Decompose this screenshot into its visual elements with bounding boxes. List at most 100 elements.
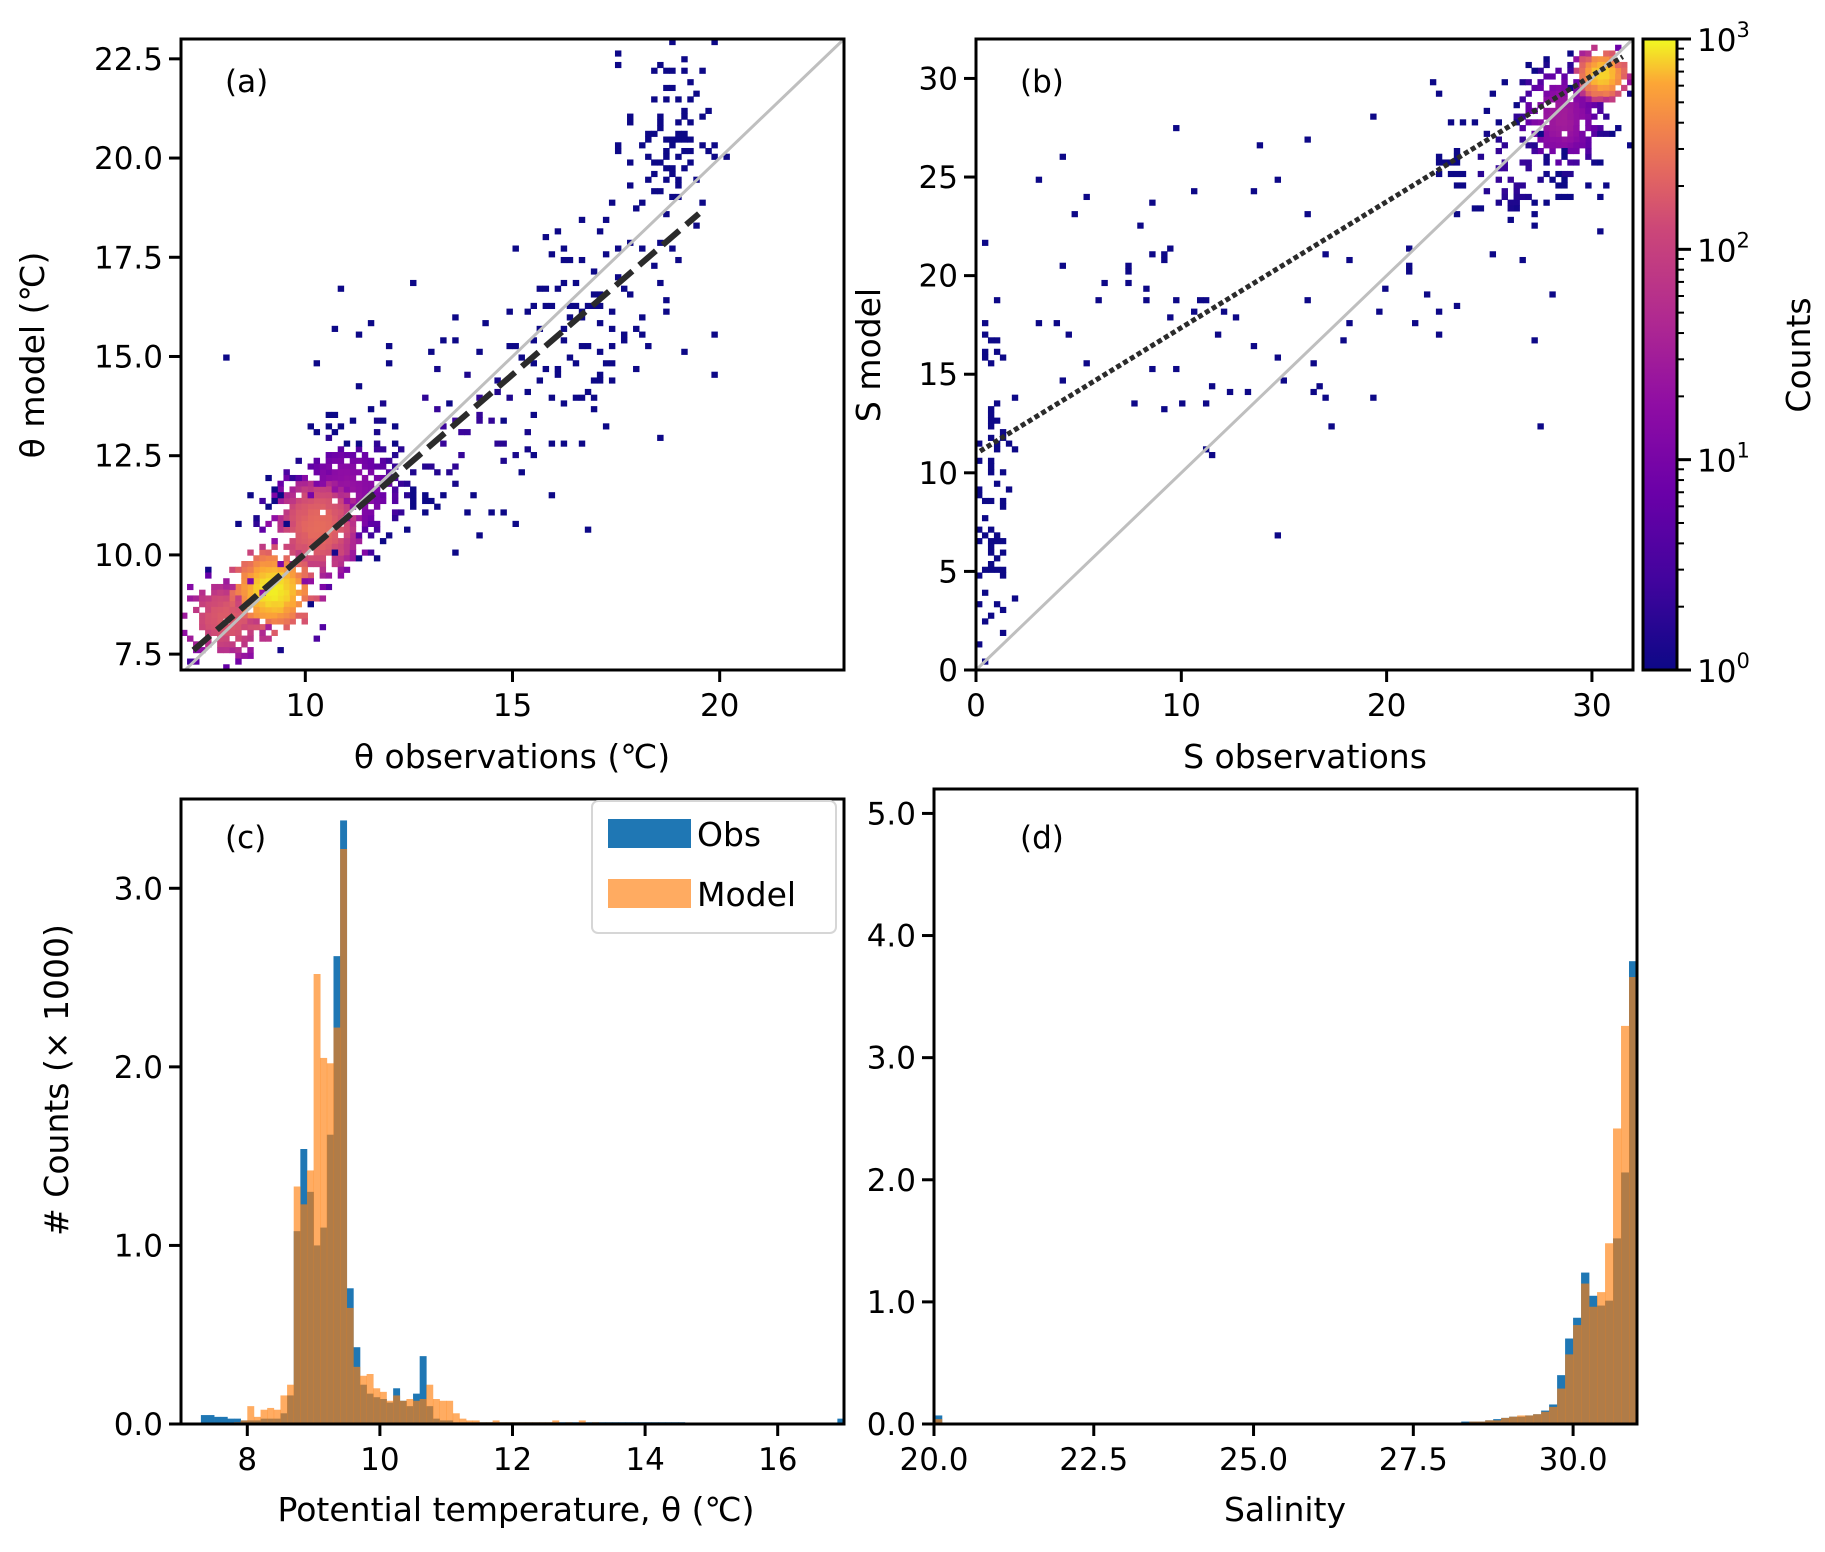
hist2d-cell — [301, 538, 308, 545]
hist2d-cell — [259, 629, 266, 636]
hist2d-cell — [1555, 130, 1562, 137]
hist2d-cell — [343, 549, 351, 556]
hist2d-cell — [289, 583, 296, 591]
hist2d-cell — [1549, 291, 1556, 298]
hist2d-cell — [361, 509, 369, 516]
hist2d-cell — [1579, 107, 1586, 114]
hist2d-cell — [1615, 125, 1622, 132]
hist2d-cell — [301, 503, 308, 510]
hist2d-cell — [289, 572, 296, 579]
hist2d-cell — [337, 526, 345, 533]
colorbar-tick-label: 103 — [1697, 18, 1750, 59]
hist2d-cell — [181, 629, 188, 636]
hist-bar-model — [1493, 1420, 1502, 1424]
y-tick-label: 0 — [938, 653, 958, 689]
hist2d-cell — [602, 360, 610, 367]
hist2d-cell — [217, 647, 224, 654]
hist2d-cell — [1316, 383, 1323, 390]
hist2d-cell — [1459, 170, 1467, 178]
hist2d-cell — [397, 480, 405, 487]
hist2d-cell — [452, 549, 459, 556]
hist-bar-obs — [1645, 1380, 1653, 1424]
hist2d-cell — [1250, 343, 1258, 350]
hist2d-cell — [319, 555, 327, 562]
hist2d-cell — [373, 520, 381, 527]
hist2d-cell — [993, 601, 1001, 608]
hist2d-cell — [608, 325, 616, 332]
panel-b-plot-area — [976, 39, 1633, 670]
hist2d-cell — [1011, 446, 1019, 453]
hist2d-cell — [548, 394, 556, 401]
hist2d-cell — [331, 486, 339, 493]
hist2d-cell — [596, 371, 604, 378]
y-tick-label: 1.0 — [114, 1228, 163, 1264]
y-tick-label: 15.0 — [94, 339, 163, 375]
hist2d-cell — [313, 497, 321, 505]
hist2d-cell — [1513, 113, 1520, 120]
hist2d-cell — [410, 486, 417, 493]
hist-bar-model — [240, 1420, 248, 1424]
hist2d-cell — [440, 440, 447, 447]
hist2d-cell — [325, 538, 333, 545]
hist2d-cell — [524, 446, 531, 453]
hist2d-cell — [373, 526, 381, 533]
hist2d-cell — [993, 400, 1001, 407]
hist2d-cell — [633, 205, 640, 212]
hist2d-cell — [1525, 107, 1532, 114]
hist2d-cell — [259, 566, 266, 573]
hist2d-cell — [355, 538, 363, 545]
y-tick-label: 10 — [919, 456, 958, 492]
hist2d-cell — [578, 343, 586, 350]
hist-bar-model — [1565, 1354, 1574, 1424]
hist2d-cell — [1591, 102, 1598, 109]
hist2d-cell — [1549, 90, 1556, 97]
hist2d-cell — [1525, 159, 1532, 166]
hist2d-cell — [343, 509, 351, 516]
hist-bar-model — [1597, 1292, 1606, 1424]
hist2d-cell — [1280, 377, 1287, 384]
hist2d-cell — [452, 337, 459, 344]
hist2d-cell — [313, 515, 321, 522]
hist-bar-model — [1581, 1283, 1590, 1424]
hist2d-cell — [1609, 79, 1616, 86]
hist2d-cell — [482, 320, 489, 327]
hist2d-cell — [247, 624, 254, 631]
hist2d-cell — [271, 543, 278, 550]
hist2d-cell — [1328, 423, 1335, 430]
hist2d-cell — [283, 515, 290, 522]
hist2d-cell — [663, 211, 670, 218]
hist2d-cell — [596, 302, 604, 310]
hist2d-cell — [289, 589, 296, 596]
hist2d-cell — [1011, 394, 1019, 401]
hist2d-cell — [1519, 256, 1526, 264]
hist2d-cell — [669, 193, 676, 201]
hist2d-cell — [1412, 320, 1419, 327]
hist2d-cell — [669, 84, 676, 92]
hist2d-cell — [265, 555, 272, 562]
hist2d-cell — [1573, 119, 1580, 126]
hist2d-cell — [687, 96, 694, 103]
hist2d-cell — [331, 549, 339, 556]
hist2d-cell — [1567, 113, 1574, 120]
hist2d-cell — [1555, 142, 1562, 149]
hist2d-cell — [1202, 297, 1210, 304]
hist2d-cell — [1531, 199, 1538, 206]
y-tick-label: 22.5 — [94, 42, 163, 78]
hist2d-cell — [205, 618, 212, 625]
colorbar-label: Counts — [1779, 297, 1818, 412]
hist2d-cell — [355, 555, 363, 562]
hist-bar-model — [346, 1307, 354, 1424]
hist-bar-model — [466, 1420, 474, 1424]
hist2d-cell — [355, 383, 363, 390]
hist2d-cell — [1555, 113, 1562, 120]
hist2d-cell — [337, 492, 345, 499]
hist2d-cell — [265, 572, 272, 579]
hist2d-cell — [325, 509, 333, 516]
hist2d-cell — [379, 538, 387, 545]
legend-swatch-obs — [608, 819, 691, 848]
hist2d-cell — [319, 561, 327, 568]
hist2d-cell — [391, 497, 399, 505]
hist2d-cell — [476, 394, 483, 401]
hist2d-cell — [361, 463, 369, 470]
hist-bar-model — [419, 1399, 427, 1424]
